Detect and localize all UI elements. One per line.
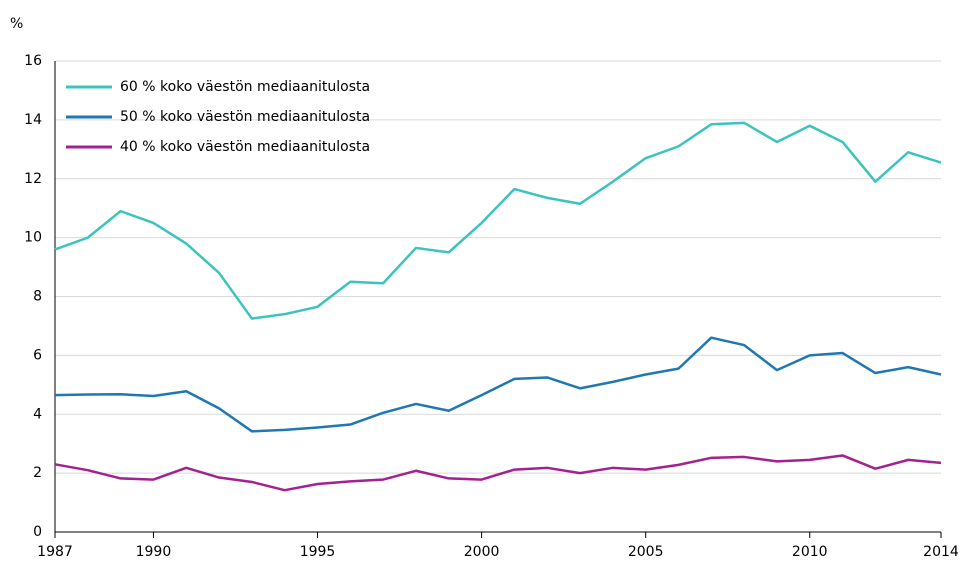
x-tick-label: 1987 — [37, 544, 73, 560]
x-tick-label: 2010 — [792, 544, 828, 560]
y-tick-label: 6 — [33, 347, 42, 363]
legend-label: 50 % koko väestön mediaanitulosta — [120, 109, 370, 125]
y-tick-label: 16 — [24, 53, 42, 69]
x-tick-label: 2005 — [628, 544, 664, 560]
y-axis-label: % — [10, 16, 23, 32]
y-tick-label: 8 — [33, 289, 42, 305]
line-series — [54, 121, 942, 320]
x-tick-label: 2000 — [464, 544, 500, 560]
y-tick-label: 14 — [24, 112, 42, 128]
y-tick-label: 12 — [24, 171, 42, 187]
legend-label: 40 % koko väestön mediaanitulosta — [120, 139, 370, 155]
y-tick-label: 10 — [24, 230, 42, 246]
x-tick-label: 1990 — [136, 544, 172, 560]
legend-label: 60 % koko väestön mediaanitulosta — [120, 79, 370, 95]
x-tick-label: 2014 — [923, 544, 959, 560]
y-tick-label: 0 — [33, 524, 42, 540]
y-tick-label: 4 — [33, 406, 42, 422]
x-tick-label: 1995 — [300, 544, 336, 560]
line-series — [54, 336, 942, 433]
y-tick-label: 2 — [33, 465, 42, 481]
line-series — [54, 454, 942, 492]
